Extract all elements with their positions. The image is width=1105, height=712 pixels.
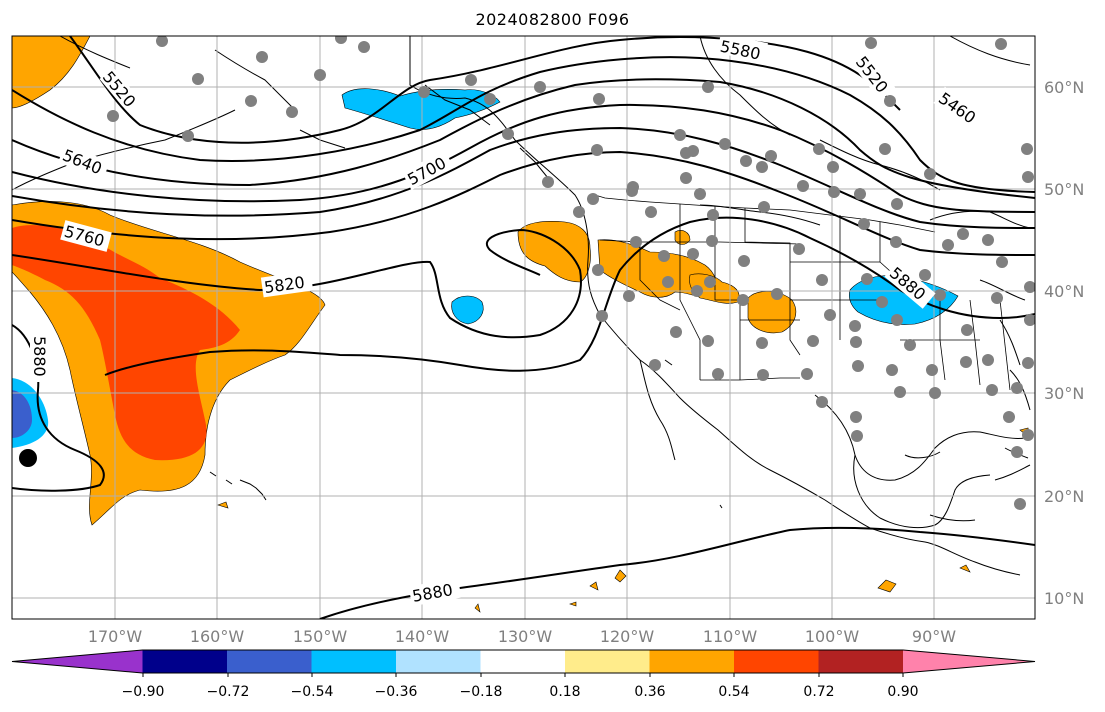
colorbar-label: −0.36 [375,684,418,700]
lat-label: 40°N [1044,282,1084,301]
analysis-point-marker [19,449,37,467]
colorbar-label: 0.18 [549,684,580,700]
colorbar-label: −0.72 [207,684,250,700]
lon-label: 150°W [293,627,348,646]
colorbar-segment [818,650,904,673]
lat-label: 50°N [1044,180,1084,199]
latitude-labels: 60°N 50°N 40°N 30°N 20°N 10°N [1044,78,1084,608]
colorbar-label: 0.36 [634,684,665,700]
lon-label: 140°W [395,627,450,646]
colorbar-label: 0.72 [803,684,834,700]
lon-label: 100°W [805,627,860,646]
colorbar-segment [734,650,819,673]
lon-label: 160°W [190,627,245,646]
shaded-negative-gulf-of-alaska [341,88,501,325]
colorbar-label: −0.54 [291,684,334,700]
colorbar-segment [311,650,397,673]
colorbar-segment [396,650,481,673]
colorbar-segments [11,649,1036,674]
colorbar-label: 0.90 [887,684,918,700]
colorbar-segment [565,650,650,673]
colorbar-ticks [142,673,904,677]
colorbar-label: −0.90 [122,684,165,700]
lat-label: 10°N [1044,589,1084,608]
lon-label: 90°W [912,627,956,646]
graticule [12,36,1035,619]
map-frame [11,35,1036,620]
lon-label: 110°W [703,627,758,646]
colorbar-segment [227,650,312,673]
colorbar-segment [142,650,228,673]
lat-label: 60°N [1044,78,1084,97]
colorbar-label: 0.54 [718,684,749,700]
shaded-negative-west [12,378,49,448]
colorbar-segment [480,650,566,673]
contour-label-5880-west: 5880 [30,336,49,377]
colorbar-segment [12,650,143,673]
colorbar: −0.90 −0.72 −0.54 −0.36 −0.18 0.18 0.36 … [11,649,1036,700]
lon-label: 170°W [88,627,143,646]
colorbar-segment [649,650,735,673]
station-dots [107,36,1035,510]
lon-label: 120°W [600,627,655,646]
shaded-positive-west-pacific [12,36,326,526]
map-title: 2024082800 F096 [475,10,630,29]
shaded-positive-west-coast [517,221,797,334]
longitude-labels: 170°W 160°W 150°W 140°W 130°W 120°W 110°… [88,627,956,646]
lat-label: 30°N [1044,384,1084,403]
colorbar-labels: −0.90 −0.72 −0.54 −0.36 −0.18 0.18 0.36 … [122,684,919,700]
colorbar-label: −0.18 [460,684,503,700]
lon-label: 130°W [498,627,553,646]
lat-label: 20°N [1044,487,1084,506]
colorbar-segment [903,650,1035,673]
